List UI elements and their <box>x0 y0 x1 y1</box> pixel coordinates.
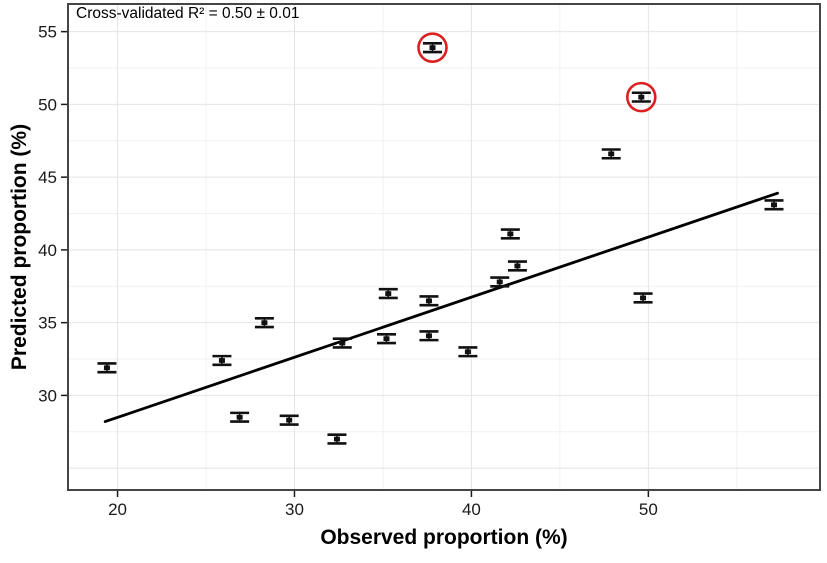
data-point <box>507 231 514 237</box>
outlier-circle <box>417 32 448 63</box>
data-point <box>339 340 346 346</box>
y-tick-label: 45 <box>38 168 57 187</box>
data-point <box>236 414 243 420</box>
plot-panel-border <box>67 3 821 491</box>
x-tick-label: 30 <box>285 500 304 519</box>
data-point <box>218 358 225 363</box>
x-tick-label: 20 <box>108 500 127 519</box>
regression-line <box>103 191 779 424</box>
data-point <box>514 263 521 269</box>
data-point <box>103 365 110 371</box>
x-tick-label: 40 <box>462 500 481 519</box>
data-point <box>638 94 645 100</box>
data-point <box>640 295 647 301</box>
outlier-circle <box>625 81 657 113</box>
data-point <box>464 349 471 355</box>
x-tick-label: 50 <box>639 500 658 519</box>
r-squared-annotation: Cross-validated R² = 0.50 ± 0.01 <box>76 5 300 22</box>
data-point <box>333 436 340 442</box>
y-tick-label: 35 <box>38 314 57 333</box>
data-point <box>385 291 392 296</box>
data-point <box>425 298 432 304</box>
data-point <box>425 333 432 339</box>
data-point <box>608 151 615 157</box>
data-point <box>496 279 503 285</box>
data-point <box>770 202 777 208</box>
data-point <box>383 336 390 342</box>
data-point <box>429 45 436 51</box>
data-point <box>286 417 293 423</box>
y-axis-title: Predicted proportion (%) <box>8 123 31 371</box>
y-tick-label: 50 <box>38 95 57 114</box>
y-tick-label: 55 <box>38 23 57 42</box>
y-tick-label: 30 <box>38 386 57 405</box>
y-tick-label: 40 <box>38 241 57 260</box>
data-point <box>261 320 268 326</box>
x-axis-title: Observed proportion (%) <box>320 526 568 549</box>
